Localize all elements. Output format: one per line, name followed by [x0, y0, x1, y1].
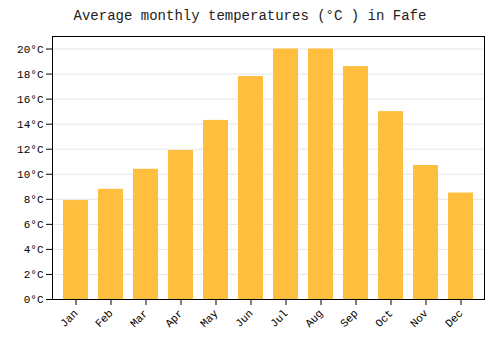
svg-text:18°C: 18°C — [17, 69, 44, 81]
svg-text:4°C: 4°C — [24, 244, 44, 256]
svg-text:Nov: Nov — [408, 307, 431, 330]
svg-text:6°C: 6°C — [24, 219, 44, 231]
html-text:Average monthly temperatures (: Average monthly temperatures (°C ) in Fa… — [73, 8, 427, 24]
svg-text:20°C: 20°C — [17, 44, 44, 56]
svg-text:Dec: Dec — [443, 307, 465, 329]
svg-text:Apr: Apr — [163, 307, 185, 329]
svg-text:10°C: 10°C — [17, 169, 44, 181]
svg-text:8°C: 8°C — [24, 194, 44, 206]
svg-text:Sep: Sep — [338, 307, 360, 329]
svg-text:0°C: 0°C — [24, 294, 44, 306]
svg-text:12°C: 12°C — [17, 144, 44, 156]
svg-text:May: May — [198, 307, 221, 330]
svg-text:2°C: 2°C — [24, 269, 44, 281]
svg-text:Jul: Jul — [268, 307, 290, 329]
svg-text:Aug: Aug — [303, 307, 325, 329]
svg-text:Oct: Oct — [373, 307, 395, 329]
svg-text:Jun: Jun — [233, 307, 255, 329]
svg-text:Jan: Jan — [58, 307, 80, 329]
svg-text:16°C: 16°C — [17, 94, 44, 106]
svg-text:Feb: Feb — [93, 307, 115, 329]
svg-text:14°C: 14°C — [17, 119, 44, 131]
svg-text:Mar: Mar — [128, 307, 150, 329]
